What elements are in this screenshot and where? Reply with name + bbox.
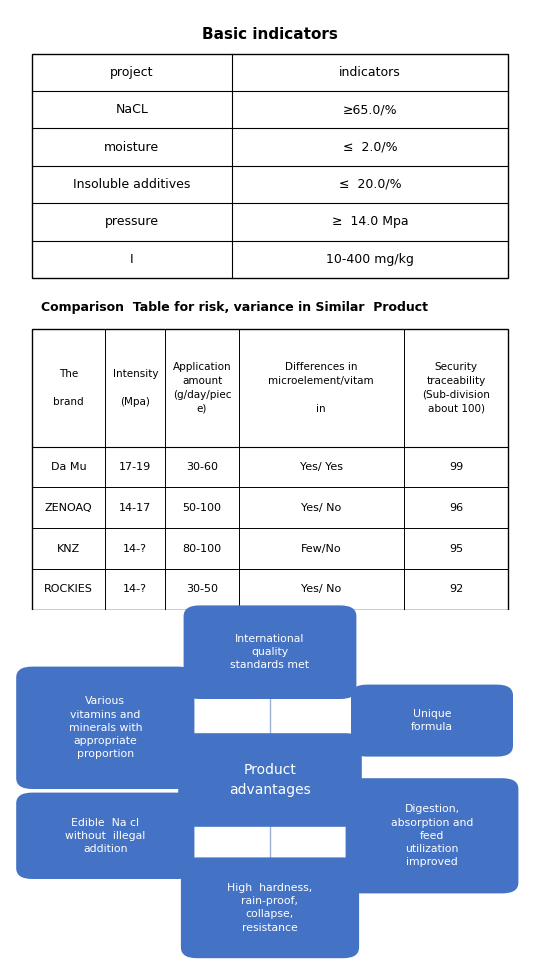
Text: Unique
formula: Unique formula	[411, 709, 453, 732]
Text: indicators: indicators	[339, 65, 401, 79]
FancyBboxPatch shape	[184, 606, 356, 699]
Text: Application
amount
(g/day/piec
e): Application amount (g/day/piec e)	[173, 362, 231, 414]
Text: Few/No: Few/No	[301, 543, 342, 554]
Text: moisture: moisture	[104, 140, 159, 154]
FancyBboxPatch shape	[351, 684, 513, 756]
Text: ≤  2.0/%: ≤ 2.0/%	[343, 140, 397, 154]
Text: International
quality
standards met: International quality standards met	[231, 634, 309, 670]
Text: Intensity

(Mpa): Intensity (Mpa)	[112, 369, 158, 407]
FancyBboxPatch shape	[16, 666, 194, 789]
Bar	[31, 54, 509, 278]
FancyBboxPatch shape	[178, 733, 362, 827]
Text: 50-100: 50-100	[183, 503, 221, 513]
Text: Basic indicators: Basic indicators	[202, 27, 338, 42]
Text: 95: 95	[449, 543, 463, 554]
Text: ≥65.0/%: ≥65.0/%	[343, 103, 397, 116]
Text: ZENOAQ: ZENOAQ	[45, 503, 92, 513]
Text: 92: 92	[449, 585, 463, 594]
Text: Digestion,
absorption and
feed
utilization
improved: Digestion, absorption and feed utilizati…	[391, 804, 473, 867]
Text: 30-50: 30-50	[186, 585, 218, 594]
FancyBboxPatch shape	[181, 857, 359, 958]
Text: High  hardness,
rain-proof,
collapse,
resistance: High hardness, rain-proof, collapse, res…	[227, 883, 313, 932]
Text: 14-?: 14-?	[123, 585, 147, 594]
Text: 17-19: 17-19	[119, 462, 151, 472]
Text: KNZ: KNZ	[57, 543, 80, 554]
Text: Differences in
microelement/vitam

in: Differences in microelement/vitam in	[268, 362, 374, 414]
Text: Security
traceability
(Sub-division
about 100): Security traceability (Sub-division abou…	[422, 362, 490, 414]
Text: ROCKIES: ROCKIES	[44, 585, 93, 594]
Text: 80-100: 80-100	[183, 543, 221, 554]
Text: 99: 99	[449, 462, 463, 472]
Text: Various
vitamins and
minerals with
appropriate
proportion: Various vitamins and minerals with appro…	[69, 696, 142, 759]
Text: Comparison  Table for risk, variance in Similar  Product: Comparison Table for risk, variance in S…	[42, 300, 428, 314]
Text: Edible  Na cl
without  illegal
addition: Edible Na cl without illegal addition	[65, 818, 145, 854]
Text: Insoluble additives: Insoluble additives	[73, 178, 191, 191]
Text: Yes/ No: Yes/ No	[301, 503, 341, 513]
Text: Yes/ No: Yes/ No	[301, 585, 341, 594]
FancyBboxPatch shape	[346, 779, 518, 894]
Text: Da Mu: Da Mu	[51, 462, 86, 472]
Text: NaCL: NaCL	[115, 103, 148, 116]
Text: 30-60: 30-60	[186, 462, 218, 472]
Text: The

brand: The brand	[53, 369, 84, 407]
Text: ≤  20.0/%: ≤ 20.0/%	[339, 178, 401, 191]
Text: Product
advantages: Product advantages	[229, 763, 311, 797]
Text: 96: 96	[449, 503, 463, 513]
Text: 14-17: 14-17	[119, 503, 151, 513]
Text: project: project	[110, 65, 153, 79]
FancyBboxPatch shape	[16, 793, 194, 879]
Text: Yes/ Yes: Yes/ Yes	[300, 462, 343, 472]
Text: 14-?: 14-?	[123, 543, 147, 554]
Text: I: I	[130, 252, 133, 266]
Text: ≥  14.0 Mpa: ≥ 14.0 Mpa	[332, 215, 408, 228]
Text: 10-400 mg/kg: 10-400 mg/kg	[326, 252, 414, 266]
Text: pressure: pressure	[105, 215, 159, 228]
